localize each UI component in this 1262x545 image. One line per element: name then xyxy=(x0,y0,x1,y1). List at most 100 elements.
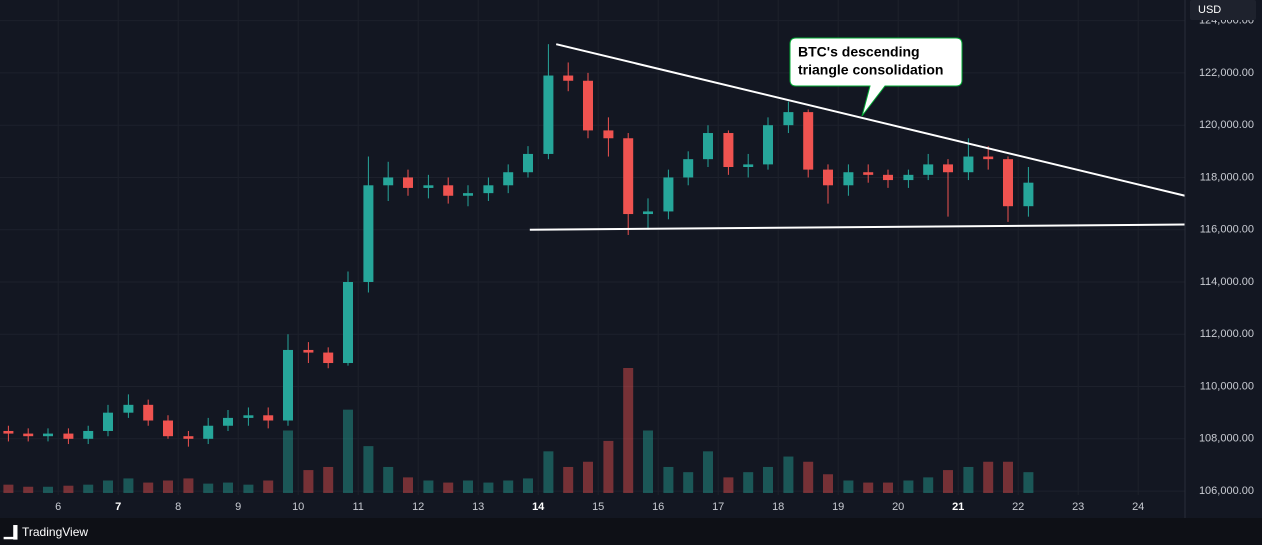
candle-body xyxy=(103,412,113,431)
candle-body xyxy=(223,417,233,426)
volume-pane xyxy=(3,368,1034,493)
candle-body xyxy=(963,156,974,173)
candle-body xyxy=(663,177,674,212)
candle-body xyxy=(143,404,154,421)
y-tick-label: 112,000.00 xyxy=(1200,328,1254,340)
x-tick-label: 22 xyxy=(1012,501,1024,513)
volume-bar xyxy=(1003,461,1013,493)
volume-bar xyxy=(543,451,554,493)
candle-body xyxy=(323,352,334,364)
candle-body xyxy=(783,112,794,126)
x-tick-label: 12 xyxy=(412,501,424,513)
candle-body xyxy=(503,172,514,186)
volume-bar xyxy=(423,480,434,493)
volume-bar xyxy=(603,440,614,493)
candle-body xyxy=(543,75,554,154)
candle-body xyxy=(123,404,134,413)
volume-bar xyxy=(743,472,754,493)
candle-body xyxy=(243,415,254,418)
x-tick-label: 15 xyxy=(592,501,604,513)
x-tick-label: 9 xyxy=(235,501,241,513)
volume-bar xyxy=(243,484,254,493)
candle-body xyxy=(1023,182,1034,207)
candle-body xyxy=(523,153,533,173)
volume-bar xyxy=(3,484,14,493)
volume-bar xyxy=(563,466,574,493)
x-tick-label: 7 xyxy=(115,501,121,513)
candle-body xyxy=(603,130,614,139)
x-tick-label: 14 xyxy=(532,501,545,513)
volume-bar xyxy=(103,480,113,493)
volume-bar xyxy=(1023,472,1034,493)
candle-body xyxy=(363,185,374,282)
x-tick-label: 23 xyxy=(1072,501,1084,513)
candle-body xyxy=(903,174,914,181)
currency: USD xyxy=(1198,4,1221,16)
volume-bar xyxy=(723,477,734,493)
volume-bar xyxy=(503,480,514,493)
candle-body xyxy=(463,193,473,196)
volume-bar xyxy=(783,456,794,493)
candle-body xyxy=(763,125,773,165)
volume-bar xyxy=(943,470,953,493)
y-tick-label: 122,000.00 xyxy=(1199,67,1254,79)
candle-body xyxy=(163,420,173,437)
volume-bar xyxy=(823,474,833,493)
candle-body xyxy=(63,433,74,439)
x-tick-label: 8 xyxy=(175,501,181,513)
volume-bar xyxy=(763,466,773,493)
volume-bar xyxy=(163,480,173,493)
volume-bar xyxy=(843,480,854,493)
volume-bar xyxy=(643,430,653,493)
candle-body xyxy=(3,430,14,434)
volume-bar xyxy=(583,461,593,493)
volume-bar xyxy=(623,368,634,493)
candle-body xyxy=(943,164,953,173)
volume-bar xyxy=(143,482,154,493)
y-tick-label: 118,000.00 xyxy=(1200,171,1254,183)
y-tick-label: 114,000.00 xyxy=(1200,276,1254,288)
x-tick-label: 16 xyxy=(652,501,664,513)
candle-body xyxy=(383,177,394,186)
volume-bar xyxy=(703,451,713,493)
volume-bar xyxy=(923,477,934,493)
volume-bar xyxy=(983,461,994,493)
candle-body xyxy=(43,433,53,437)
volume-bar xyxy=(303,470,314,493)
volume-bar xyxy=(883,482,893,493)
x-tick-label: 20 xyxy=(892,501,904,513)
candle-body xyxy=(863,172,874,175)
volume-bar xyxy=(463,480,473,493)
volume-bar xyxy=(903,480,914,493)
candle-body xyxy=(803,112,814,170)
callout-box xyxy=(789,37,963,117)
volume-bar xyxy=(63,485,74,493)
volume-bar xyxy=(223,482,233,493)
volume-bar xyxy=(803,461,814,493)
candle-body xyxy=(643,211,653,215)
volume-bar xyxy=(83,484,94,493)
candle-body xyxy=(23,433,34,437)
candle-body xyxy=(923,164,934,175)
candle-body xyxy=(843,172,854,186)
volume-bar xyxy=(963,466,974,493)
x-tick-label: 17 xyxy=(712,501,724,513)
trend-line xyxy=(555,43,1186,197)
volume-bar xyxy=(683,472,694,493)
candle-body xyxy=(203,425,214,439)
volume-bar xyxy=(663,466,674,493)
volume-bar xyxy=(183,478,194,493)
volume-bar xyxy=(863,482,874,493)
volume-bar xyxy=(483,482,494,493)
x-tick-label: 10 xyxy=(292,501,304,513)
x-tick-label: 6 xyxy=(55,501,61,513)
candle-body xyxy=(983,156,994,160)
candles xyxy=(3,44,1034,447)
candle-body xyxy=(583,80,593,131)
overlay: BTC's descending triangle consolidation xyxy=(529,37,1186,231)
logo: ▁▌ xyxy=(3,525,22,540)
y-tick-label: 106,000.00 xyxy=(1199,485,1254,497)
trend-line xyxy=(529,223,1186,231)
candle-body xyxy=(283,349,293,421)
